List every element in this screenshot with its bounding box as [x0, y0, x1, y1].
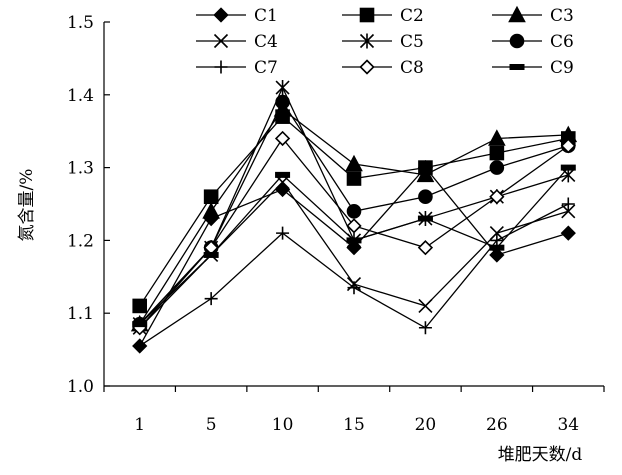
legend-label: C5 — [400, 32, 424, 52]
series-c6 — [132, 94, 576, 332]
legend-label: C9 — [550, 58, 574, 78]
y-tick-label: 1.4 — [67, 86, 94, 106]
x-tick-label: 20 — [415, 415, 437, 435]
legend-item-c4: C4 — [196, 32, 278, 52]
data-point — [488, 129, 506, 146]
data-point — [560, 225, 576, 241]
data-point — [418, 298, 433, 313]
axes: 1.01.11.21.31.41.51 5 10 15 20 26 34 — [67, 13, 605, 435]
x-axis-title: 堆肥天数/d — [498, 445, 583, 465]
y-axis-title: 氮含量/% — [17, 169, 37, 242]
legend-marker — [508, 5, 526, 23]
data-point — [347, 281, 361, 295]
data-point — [489, 226, 504, 241]
x-tick-label: 34 — [557, 415, 579, 435]
legend-marker — [214, 60, 228, 74]
data-point — [560, 164, 576, 171]
data-point — [417, 215, 433, 222]
legend-label: C8 — [400, 58, 424, 78]
legend-item-c3: C3 — [492, 5, 574, 26]
x-tick-label: 10 — [272, 415, 294, 435]
legend-marker — [359, 59, 375, 75]
y-tick-label: 1.1 — [67, 304, 94, 324]
legend-marker — [359, 33, 375, 49]
x-tick-label: 1 — [134, 415, 145, 435]
y-tick-label: 1.5 — [67, 13, 94, 33]
data-point — [560, 138, 576, 154]
data-point — [275, 171, 291, 178]
legend-label: C4 — [254, 32, 278, 52]
legend-label: C7 — [254, 58, 278, 78]
data-point — [345, 154, 363, 172]
legend-item-c8: C8 — [342, 58, 424, 78]
data-point — [417, 240, 434, 256]
data-point — [346, 237, 362, 244]
legend-item-c9: C9 — [492, 58, 574, 78]
series-layer — [130, 80, 578, 354]
legend-marker — [509, 64, 525, 70]
x-tick-label: 26 — [486, 415, 508, 435]
series-c1 — [132, 159, 576, 354]
data-point — [346, 218, 362, 234]
legend-label: C6 — [550, 32, 574, 52]
legend-label: C1 — [254, 6, 278, 26]
legend: C1 C2 C3 C4 C5 C6 C7 C8 C9 — [196, 5, 574, 78]
data-point — [418, 321, 432, 335]
data-point — [203, 189, 219, 205]
data-point — [275, 80, 290, 96]
y-tick-label: 1.3 — [67, 159, 94, 179]
data-point — [489, 145, 505, 161]
x-tick-label: 5 — [206, 415, 217, 435]
data-point — [561, 204, 576, 219]
data-point — [132, 298, 148, 314]
data-point — [204, 292, 218, 306]
legend-marker — [509, 33, 525, 49]
y-tick-label: 1.0 — [67, 377, 94, 397]
legend-item-c1: C1 — [196, 6, 278, 26]
data-point — [132, 321, 148, 328]
data-point — [276, 226, 290, 240]
series-c9 — [132, 164, 576, 328]
data-point — [346, 171, 362, 186]
data-point — [346, 203, 362, 219]
legend-label: C2 — [400, 6, 424, 26]
data-point — [416, 165, 435, 183]
data-point — [202, 202, 220, 219]
data-point — [274, 130, 291, 147]
series-c7 — [133, 197, 575, 353]
legend-marker — [359, 7, 375, 23]
data-point — [489, 247, 505, 263]
data-point — [275, 94, 290, 110]
data-point — [133, 339, 147, 353]
data-point — [418, 189, 433, 205]
legend-marker — [213, 33, 229, 49]
legend-marker — [213, 7, 229, 23]
legend-item-c7: C7 — [196, 58, 278, 78]
data-point — [489, 189, 505, 205]
legend-item-c2: C2 — [342, 6, 424, 26]
y-tick-label: 1.2 — [67, 231, 94, 251]
data-point — [561, 197, 575, 211]
data-point — [489, 244, 505, 251]
legend-item-c5: C5 — [342, 32, 424, 52]
x-tick-label: 15 — [343, 415, 365, 435]
legend-label: C3 — [550, 6, 574, 26]
legend-item-c6: C6 — [492, 32, 574, 52]
data-point — [489, 160, 505, 175]
data-point — [203, 251, 219, 258]
